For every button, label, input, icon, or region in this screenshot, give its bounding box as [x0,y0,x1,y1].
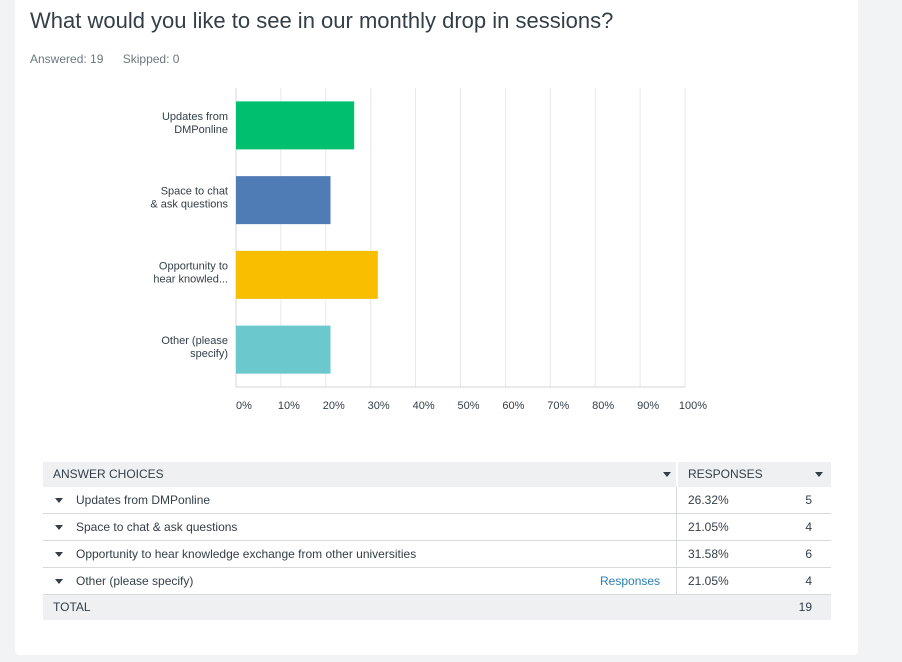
total-label: TOTAL [53,600,91,614]
category-label: hear knowled... [153,273,228,285]
sort-responses-icon[interactable] [815,472,823,477]
answer-table: ANSWER CHOICES RESPONSES Updates from DM… [43,462,831,620]
bar [236,176,331,225]
x-tick-label: 50% [457,400,479,412]
column-divider [676,487,677,513]
x-tick-label: 70% [547,400,569,412]
bar [236,250,378,299]
question-card [15,0,858,655]
answer-choice-label: Updates from DMPonline [76,493,211,507]
table-row: Opportunity to hear knowledge exchange f… [43,541,831,568]
category-label: Opportunity to [159,260,228,272]
bar [236,325,331,374]
x-tick-label: 80% [592,400,614,412]
sort-choices-icon[interactable] [663,472,671,477]
expand-caret-icon[interactable] [55,498,63,503]
response-count: 5 [805,493,812,507]
header-divider [676,462,678,487]
question-title: What would you like to see in our monthl… [30,8,614,33]
total-value: 19 [798,600,812,614]
x-tick-label: 40% [413,400,435,412]
table-row: Updates from DMPonline 26.32% 5 [43,487,831,514]
response-count: 6 [805,547,812,561]
x-tick-label: 20% [323,400,345,412]
responses-link[interactable]: Responses [600,574,661,588]
category-label: DMPonline [174,124,228,136]
table-header: ANSWER CHOICES RESPONSES [43,462,831,487]
x-tick-label: 90% [637,400,659,412]
response-percent: 26.32% [688,493,729,507]
answer-choice-label: Other (please specify) [76,574,194,588]
question-meta: Answered: 19 Skipped: 0 [30,52,195,66]
x-tick-label: 100% [679,400,707,412]
response-percent: 31.58% [688,547,729,561]
bar [236,101,355,150]
response-percent: 21.05% [688,520,729,534]
answer-choice-label: Space to chat & ask questions [76,520,238,534]
x-tick-label: 30% [368,400,390,412]
column-divider [676,568,677,594]
category-label: Space to chat [161,186,228,198]
response-count: 4 [805,520,812,534]
table-row: Other (please specify) Responses 21.05% 4 [43,568,831,595]
category-label: Other (please [161,335,228,347]
header-responses[interactable]: RESPONSES [688,467,763,481]
category-label: specify) [190,348,228,360]
expand-caret-icon[interactable] [55,579,63,584]
table-row: Space to chat & ask questions 21.05% 4 [43,514,831,541]
column-divider [676,541,677,567]
bar-chart: 0% 10% 20% 30% 40% 50% 60% 70% 80% 90% 100% Updates… [150,88,707,412]
x-tick-label: 0% [236,400,252,412]
answered-count: Answered: 19 [30,52,104,66]
response-percent: 21.05% [688,574,729,588]
answer-choice-label: Opportunity to hear knowledge exchange f… [76,547,417,561]
response-count: 4 [805,574,812,588]
category-label: Updates from [162,111,228,123]
header-answer-choices[interactable]: ANSWER CHOICES [53,467,164,481]
column-divider [676,514,677,540]
expand-caret-icon[interactable] [55,552,63,557]
expand-caret-icon[interactable] [55,525,63,530]
skipped-count: Skipped: 0 [122,52,180,66]
category-label: & ask questions [150,199,228,211]
table-total-row: TOTAL 19 [43,595,831,620]
x-tick-label: 60% [502,400,524,412]
x-tick-label: 10% [278,400,300,412]
